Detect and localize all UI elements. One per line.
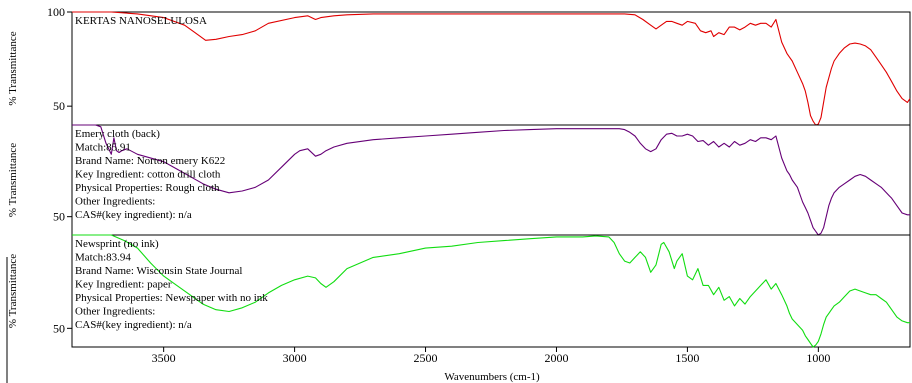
spectrum-info-line: Match:83.94 (75, 252, 131, 264)
spectrum-panel-3: % Transmittance 50 Newsprint (no ink) Match… (7, 234, 910, 348)
y-tick-label: 100 (47, 5, 65, 19)
spectra-panels: % Transmittance 100 50 KERTAS NANOSELULOSA%… (7, 5, 911, 348)
spectrum-line-3 (72, 234, 910, 348)
x-axis: 3500 3000 2500 2000 1500 1000 (152, 347, 830, 365)
y-tick-label: 50 (53, 99, 65, 113)
spectrum-title: Newsprint (no ink) (75, 238, 159, 250)
y-axis-label: % Transmittance (7, 254, 19, 328)
spectrum-info-line: Match:85.91 (75, 142, 131, 154)
y-axis-label: % Transmittance (7, 31, 19, 105)
spectrum-info-line: CAS#(key ingredient): n/a (75, 319, 192, 331)
spectrum-info-line: Key Ingredient: paper (75, 279, 172, 291)
axes-frame (6, 11, 911, 383)
plot-frame (71, 11, 911, 348)
spectrum-info-line: Other Ingredients: (75, 306, 155, 318)
spectrum-info-line: Other Ingredients: (75, 196, 155, 208)
spectrum-info-line: Physical Properties: Rough cloth (75, 182, 220, 194)
x-tick-label: 1000 (806, 351, 830, 365)
spectrum-info-line: CAS#(key ingredient): n/a (75, 209, 192, 221)
spectrum-line-2 (72, 124, 910, 236)
spectrum-title: KERTAS NANOSELULOSA (75, 15, 207, 27)
x-tick-label: 2000 (544, 351, 568, 365)
spectrum-panel-2: % Transmittance 50 Emery cloth (back) Match… (7, 124, 910, 236)
spectrum-title: Emery cloth (back) (75, 128, 160, 140)
spectrum-info-line: Physical Properties: Newspaper with no i… (75, 292, 268, 304)
x-tick-label: 3000 (283, 351, 307, 365)
y-axis-label: % Transmittance (7, 143, 19, 217)
x-tick-label: 2500 (414, 351, 438, 365)
y-tick-label: 50 (53, 321, 65, 335)
y-tick-label: 50 (53, 210, 65, 224)
x-axis-label: Wavenumbers (cm-1) (444, 371, 540, 383)
x-tick-label: 3500 (152, 351, 176, 365)
spectrum-line-1 (72, 11, 911, 126)
spectrum-info-line: Brand Name: Norton emery K622 (75, 155, 225, 167)
x-tick-label: 1500 (675, 351, 699, 365)
spectrum-info-line: Brand Name: Wisconsin State Journal (75, 265, 242, 277)
spectrum-info-line: Key Ingredient: cotton drill cloth (75, 169, 221, 181)
spectrum-panel-1: % Transmittance 100 50 KERTAS NANOSELULOSA (7, 5, 911, 126)
